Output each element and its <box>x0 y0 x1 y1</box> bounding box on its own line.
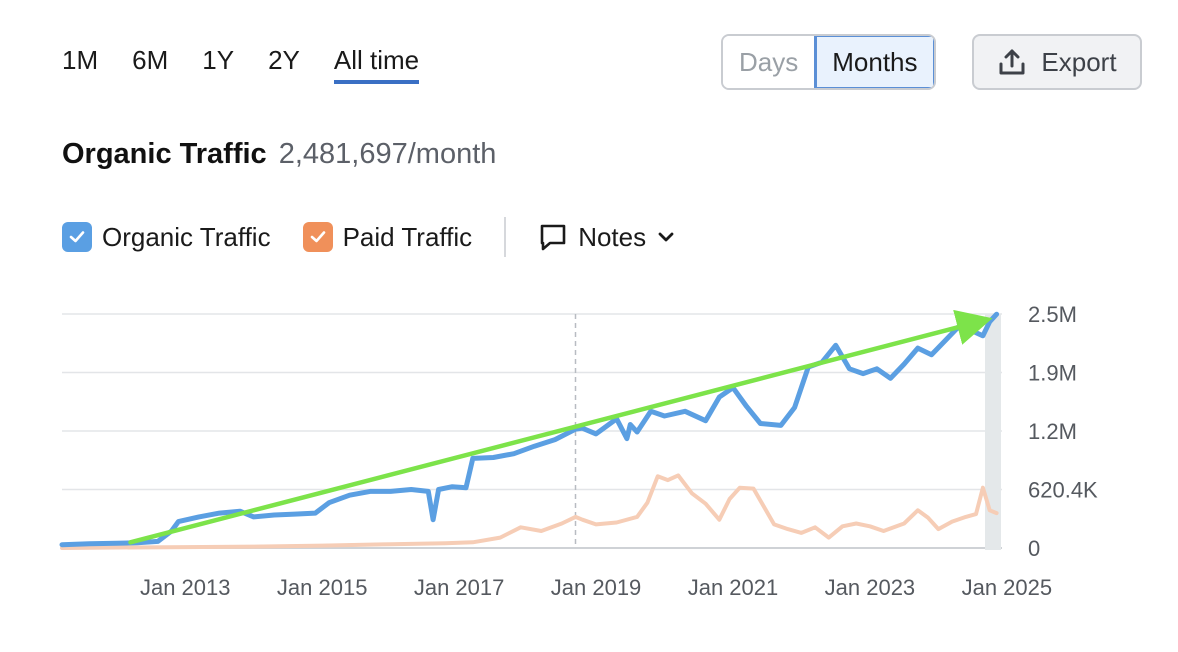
y-tick-label: 2.5M <box>1028 302 1077 327</box>
comment-icon <box>540 224 566 251</box>
legend-organic-toggle[interactable]: Organic Traffic <box>62 222 271 253</box>
range-tab-1m[interactable]: 1M <box>62 45 99 75</box>
checkmark-icon <box>69 231 85 243</box>
organic-checkbox[interactable] <box>62 222 92 252</box>
y-tick-label: 0 <box>1028 536 1040 561</box>
chart-grid <box>62 313 1002 549</box>
y-axis-ticks: 0 620.4K 1.2M 1.9M 2.5M <box>1028 302 1098 561</box>
legend: Organic Traffic Paid Traffic Notes <box>62 217 676 257</box>
upload-icon <box>999 49 1025 75</box>
legend-paid-label: Paid Traffic <box>342 221 473 252</box>
months-button[interactable]: Months <box>814 36 934 88</box>
checkmark-icon <box>310 231 325 243</box>
trend-arrow <box>128 309 993 545</box>
x-tick-label: Jan 2013 <box>140 575 231 600</box>
range-tab-all-time[interactable]: All time <box>333 44 420 84</box>
legend-divider <box>504 217 507 257</box>
metric-value: 2,481,697/month <box>278 138 497 170</box>
paid-traffic-line <box>60 473 999 550</box>
metric-title: Organic Traffic <box>62 138 267 170</box>
range-tab-1y[interactable]: 1Y <box>202 45 235 75</box>
days-button[interactable]: Days <box>723 36 815 88</box>
range-tab-6m[interactable]: 6M <box>132 45 169 75</box>
x-tick-label: Jan 2021 <box>688 575 779 600</box>
organic-traffic-line <box>59 311 1000 548</box>
legend-organic-label: Organic Traffic <box>102 221 271 252</box>
y-tick-label: 1.2M <box>1028 419 1077 444</box>
legend-paid-toggle[interactable]: Paid Traffic <box>302 221 473 253</box>
granularity-toggle: Days Months <box>721 34 936 90</box>
y-tick-label: 620.4K <box>1028 478 1098 503</box>
export-button[interactable]: Export <box>972 34 1142 90</box>
x-tick-label: Jan 2017 <box>414 575 505 600</box>
y-tick-label: 1.9M <box>1028 361 1077 386</box>
x-tick-label: Jan 2015 <box>277 575 368 600</box>
range-tabs: 1M 6M 1Y 2Y All time <box>62 44 453 84</box>
paid-checkbox[interactable] <box>302 222 333 252</box>
x-tick-label: Jan 2019 <box>551 575 642 600</box>
notes-dropdown[interactable]: Notes <box>538 222 676 253</box>
x-axis-ticks: Jan 2013 Jan 2015 Jan 2017 Jan 2019 Jan 2021… <box>140 575 1052 600</box>
range-tab-2y[interactable]: 2Y <box>268 45 300 75</box>
current-period-band <box>985 314 1001 550</box>
page-title: Organic Traffic 2,481,697/month <box>62 136 496 172</box>
chevron-down-icon <box>658 232 674 242</box>
export-label: Export <box>1041 46 1117 77</box>
x-tick-label: Jan 2023 <box>825 575 916 600</box>
x-tick-label: Jan 2025 <box>962 575 1053 600</box>
notes-label: Notes <box>578 221 647 252</box>
